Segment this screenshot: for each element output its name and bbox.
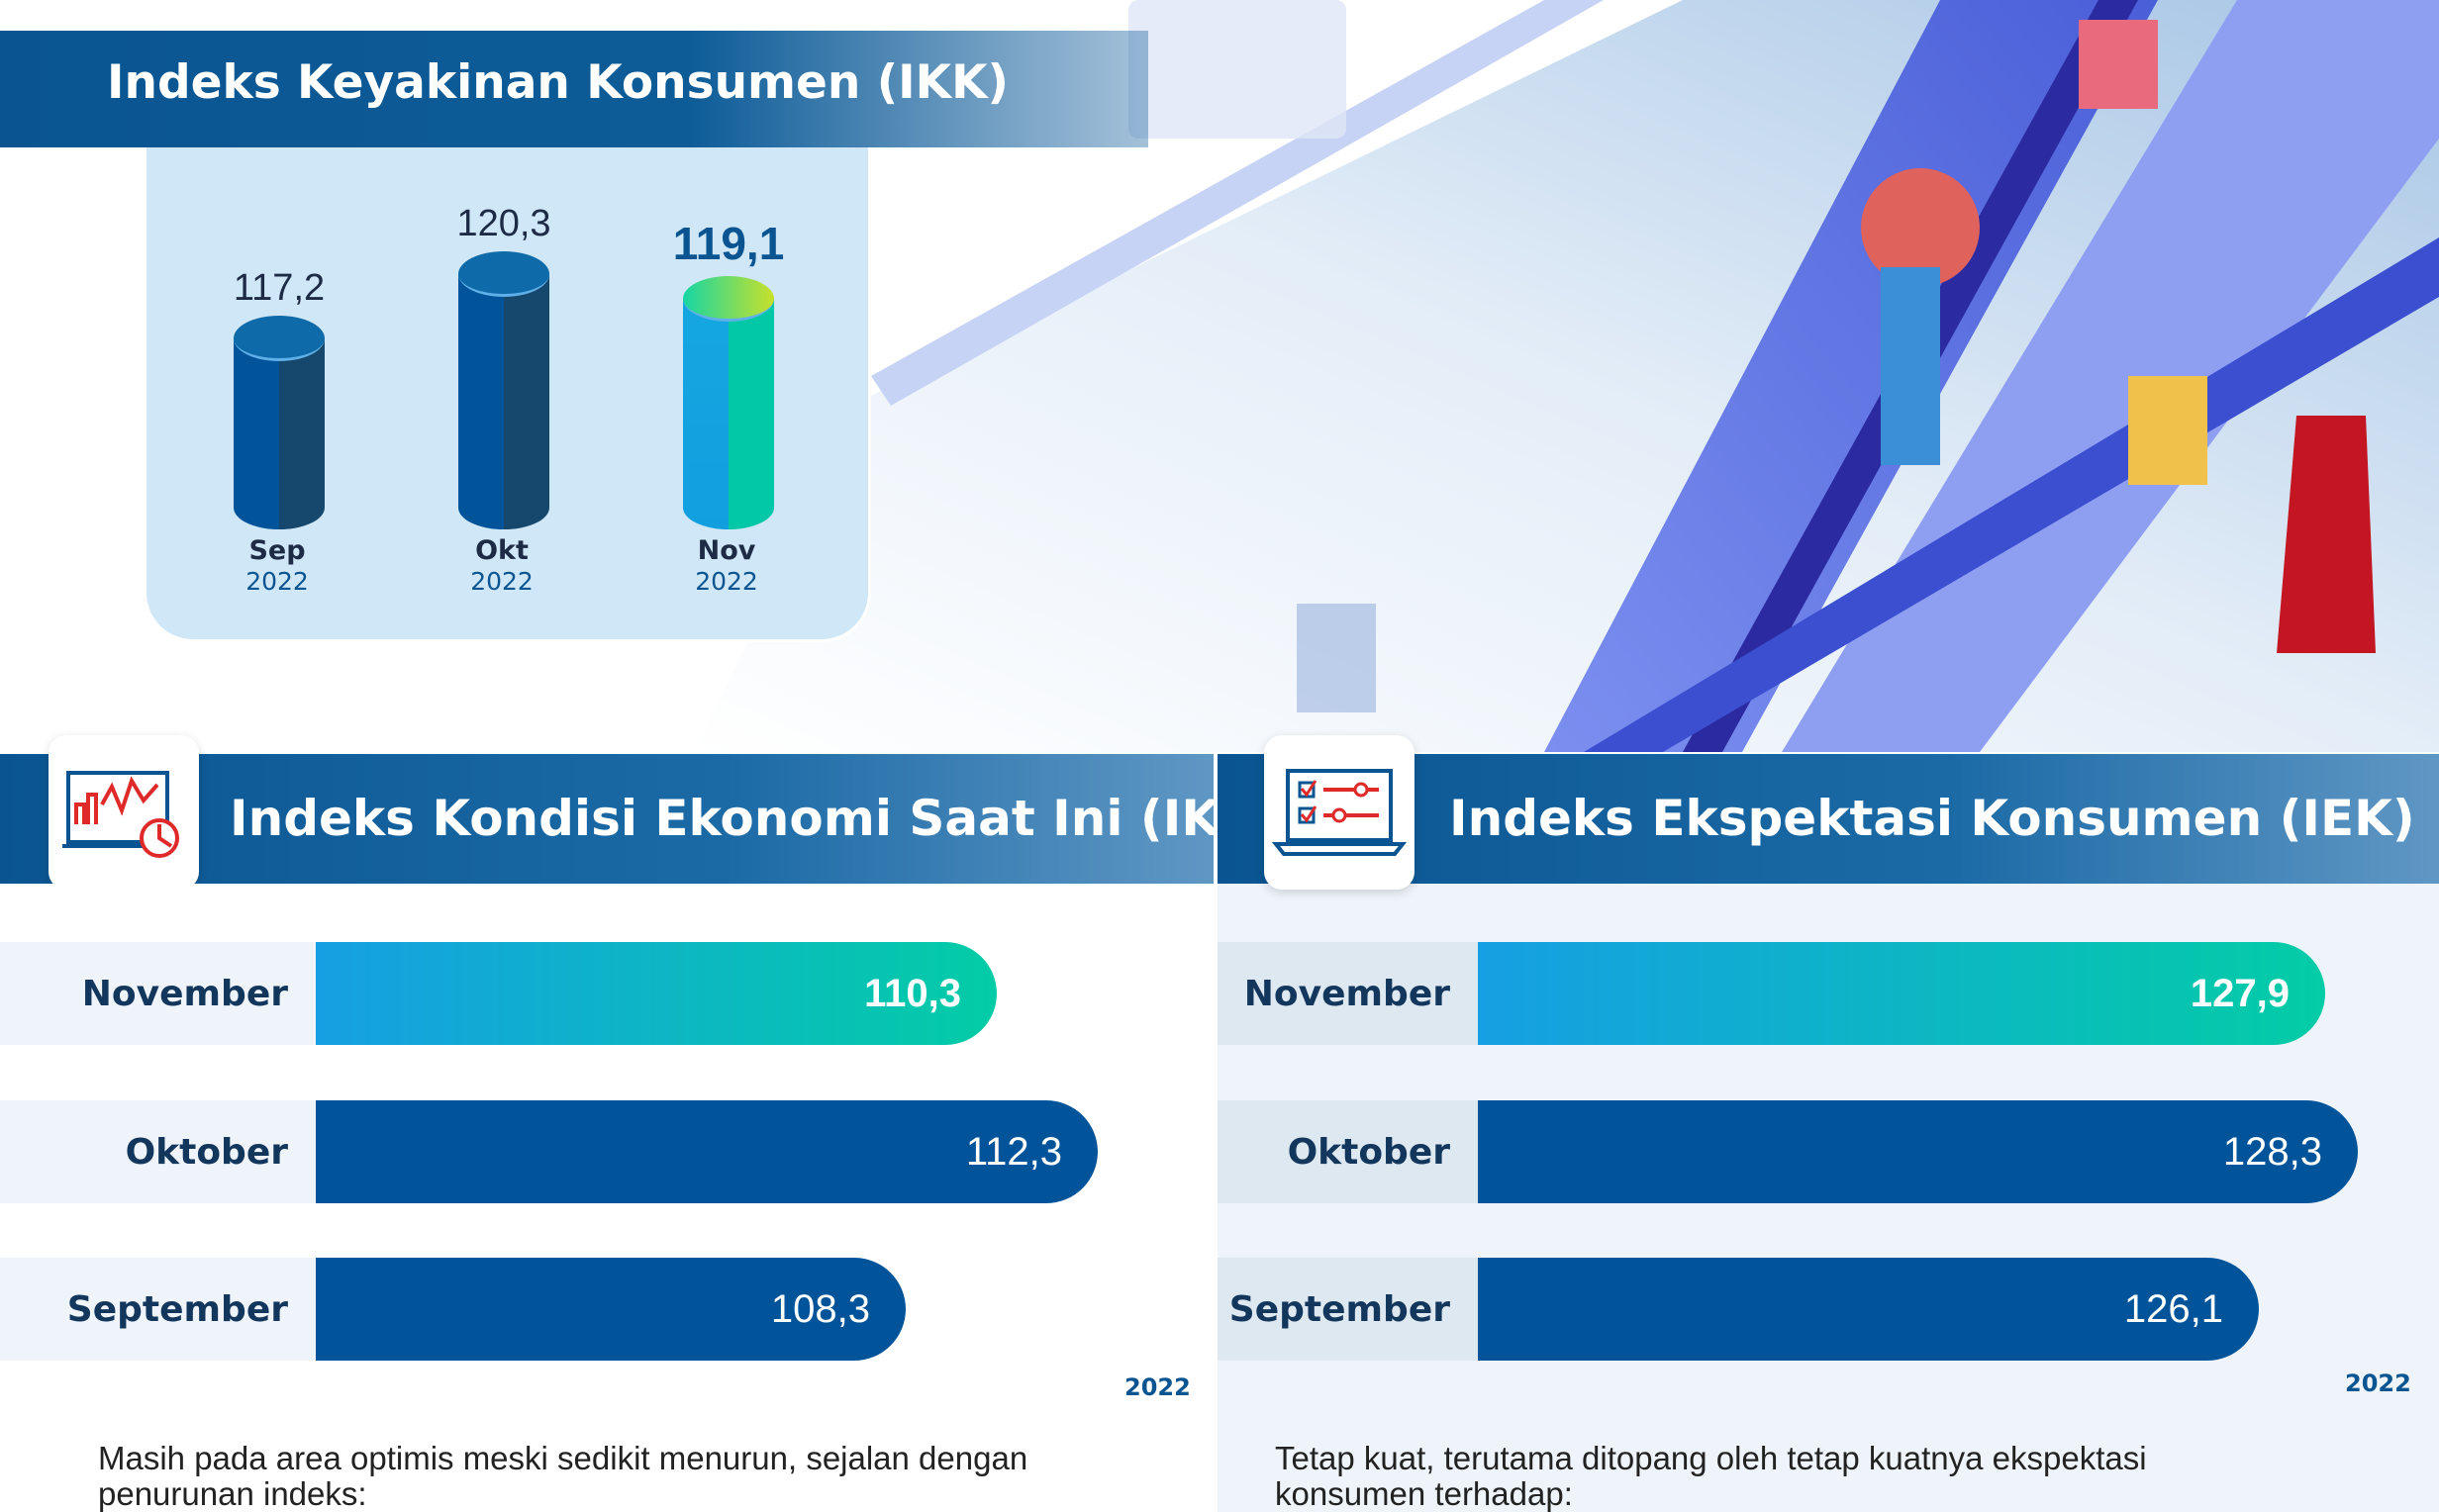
ikk-year-label: 2022	[245, 567, 309, 596]
ike-description-line2: penurunan indeks:	[98, 1475, 367, 1512]
ike-row-label: November	[0, 942, 316, 1045]
ike-bar-value: 108,3	[316, 1258, 906, 1361]
ikk-year-label: 2022	[470, 567, 534, 596]
iek-description-line2: konsumen terhadap:	[1275, 1475, 1573, 1512]
ikk-year-label: 2022	[695, 567, 758, 596]
ikk-title-banner	[0, 31, 1148, 147]
ike-bar-value: 112,3	[316, 1100, 1098, 1203]
iek-header-band	[1218, 754, 2439, 884]
iek-bar-value: 126,1	[1478, 1258, 2259, 1361]
ikk-chart-panel: 117,2 Sep 2022 120,3 Okt 2022 119,1 Nov 2022	[144, 147, 871, 642]
ikk-month-label: Nov	[697, 535, 756, 566]
iek-year: 2022	[2345, 1370, 2411, 1397]
ike-header-band	[0, 754, 1214, 884]
ikk-bar-nov	[683, 276, 774, 529]
iek-bar-value: 128,3	[1478, 1100, 2358, 1203]
ike-row-label: September	[0, 1258, 316, 1361]
ikk-value-label: 119,1	[672, 218, 785, 270]
ike-row-label: Oktober	[0, 1100, 316, 1203]
chart-dashboard-icon	[49, 735, 199, 890]
ikk-value-label: 117,2	[233, 266, 326, 309]
ike-bar-value: 110,3	[316, 942, 997, 1045]
ikk-month-label: Sep	[248, 535, 306, 566]
ikk-value-label: 120,3	[456, 202, 551, 244]
laptop-checklist-icon	[1264, 735, 1415, 890]
iek-title: Indeks Ekspektasi Konsumen (IEK)	[1449, 790, 2415, 847]
iek-row-label: November	[1218, 942, 1478, 1045]
ike-year: 2022	[1124, 1373, 1191, 1401]
ike-description-line1: Masih pada area optimis meski sedikit me…	[98, 1440, 1028, 1476]
iek-bar-value: 127,9	[1478, 942, 2325, 1045]
shopping-escalator-illustration	[0, 0, 2439, 752]
ikk-title: Indeks Keyakinan Konsumen (IKK)	[107, 55, 1009, 110]
ike-title: Indeks Kondisi Ekonomi Saat Ini (IKE)	[230, 790, 1277, 847]
ikk-bar-okt	[458, 250, 549, 529]
ikk-bar-sep	[234, 315, 325, 529]
iek-row-label: September	[1218, 1258, 1478, 1361]
ikk-month-label: Okt	[475, 535, 529, 566]
iek-description-line1: Tetap kuat, terutama ditopang oleh tetap…	[1275, 1440, 2147, 1476]
iek-row-label: Oktober	[1218, 1100, 1478, 1203]
